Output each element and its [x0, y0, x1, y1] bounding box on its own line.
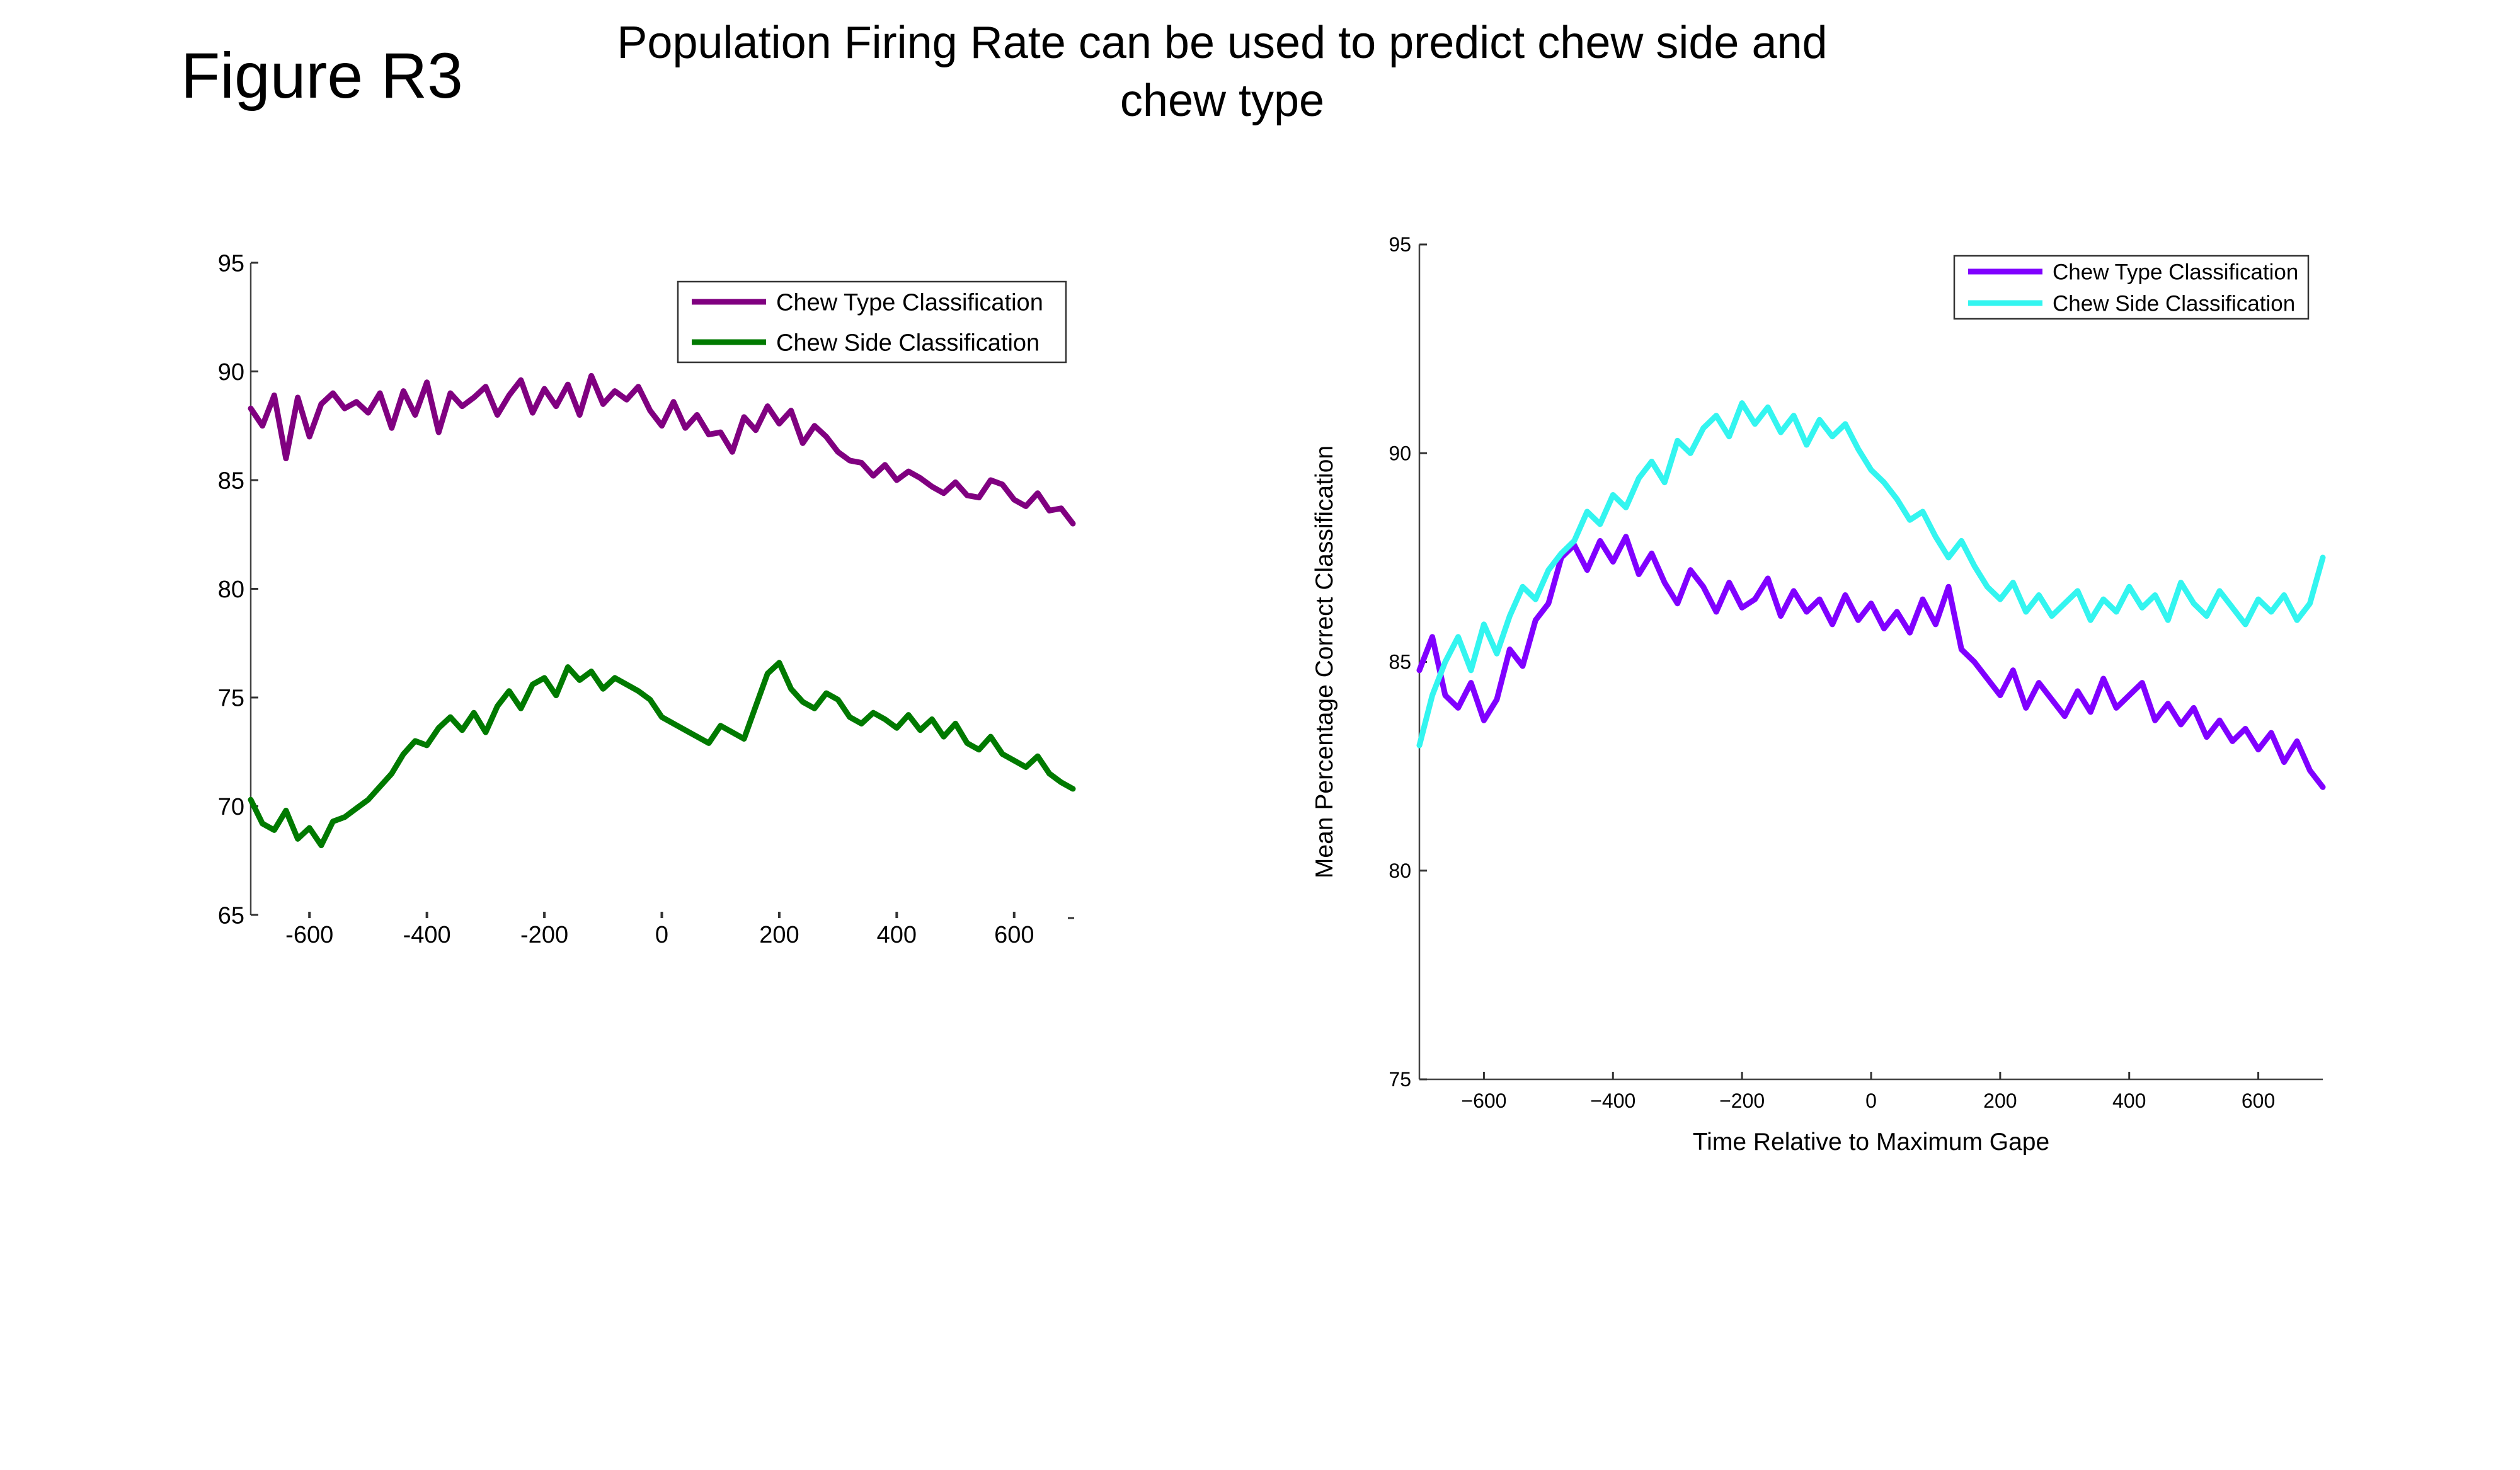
series-line-2: [1416, 400, 2326, 749]
x-tick-label: −400: [1590, 1089, 1635, 1112]
x-tick-label: -200: [520, 922, 568, 948]
y-tick-label: 95: [218, 250, 244, 277]
legend-box: [677, 280, 1067, 364]
x-tick-label: 600: [994, 922, 1034, 948]
y-tick-label: 75: [218, 685, 244, 711]
y-tick-label: 85: [1389, 651, 1411, 674]
series-line-2: [248, 660, 1076, 849]
x-axis-label: Time Relative to Maximum Gape: [1693, 1128, 2049, 1156]
y-tick-label: 75: [1389, 1068, 1411, 1091]
y-tick-label: 80: [218, 577, 244, 603]
x-tick-label: −200: [1719, 1089, 1765, 1112]
legend-box: [1953, 255, 2310, 320]
legend-label: Chew Type Classification: [2053, 260, 2298, 284]
y-tick-label: 90: [218, 359, 244, 386]
y-tick-label: 90: [1389, 442, 1411, 464]
x-tick-label: 400: [877, 922, 917, 948]
y-tick-label: 80: [1389, 859, 1411, 882]
y-tick-label: 65: [218, 902, 244, 929]
legend-label: Chew Side Classification: [776, 330, 1040, 356]
x-tick-label: 400: [2112, 1089, 2146, 1112]
x-tick-label: 600: [2242, 1089, 2275, 1112]
figure-title: Population Firing Rate can be used to pr…: [617, 18, 1828, 126]
y-tick-label: 85: [218, 468, 244, 494]
x-tick-label: 200: [759, 922, 799, 948]
y-axis-label: Mean Percentage Correct Classification: [1311, 445, 1338, 878]
series-line-1: [248, 372, 1076, 527]
legend-label: Chew Type Classification: [776, 289, 1043, 316]
y-tick-label: 95: [1389, 233, 1411, 256]
x-tick-label: 0: [1865, 1089, 1877, 1112]
x-tick-label: -600: [285, 922, 333, 948]
series-line-1: [1416, 534, 2326, 790]
x-tick-label: 200: [1983, 1089, 2017, 1112]
legend-label: Chew Side Classification: [2053, 291, 2295, 316]
x-tick-label: 0: [655, 922, 668, 948]
x-tick-label: −600: [1461, 1089, 1506, 1112]
figure-label: Figure R3: [181, 40, 463, 112]
y-tick-label: 70: [218, 794, 244, 820]
x-tick-label: -400: [403, 922, 451, 948]
